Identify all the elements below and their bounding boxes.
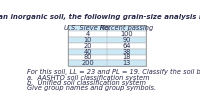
Text: 20: 20 [84, 43, 92, 49]
Text: 80: 80 [84, 54, 92, 60]
Text: Give group names and group symbols.: Give group names and group symbols. [27, 85, 156, 91]
Bar [68, 37, 146, 43]
Text: 40: 40 [84, 49, 92, 55]
Text: 18: 18 [122, 54, 131, 60]
Text: 4: 4 [86, 31, 90, 37]
Text: 10: 10 [84, 37, 92, 43]
Text: 100: 100 [120, 31, 133, 37]
Text: 6- For an inorganic soil, the following grain-size analysis is given.: 6- For an inorganic soil, the following … [0, 14, 200, 20]
Bar [68, 55, 146, 60]
Text: b.  Unified soil classification system: b. Unified soil classification system [27, 80, 146, 86]
Text: U.S. Sieve No.: U.S. Sieve No. [64, 25, 111, 31]
Bar [68, 49, 146, 55]
Bar [68, 60, 146, 66]
Text: 90: 90 [122, 37, 131, 43]
Bar [68, 43, 146, 49]
Text: 13: 13 [122, 60, 131, 66]
Text: Percent passing: Percent passing [100, 25, 153, 31]
Text: For this soil, LL = 23 and PL = 19. Classify the soil by using: For this soil, LL = 23 and PL = 19. Clas… [27, 69, 200, 75]
Text: 200: 200 [81, 60, 94, 66]
Bar [68, 25, 146, 31]
Text: 64: 64 [122, 43, 131, 49]
Text: a.  AASHTO soil classification system: a. AASHTO soil classification system [27, 74, 149, 81]
Text: 38: 38 [122, 49, 131, 55]
Bar [68, 31, 146, 37]
